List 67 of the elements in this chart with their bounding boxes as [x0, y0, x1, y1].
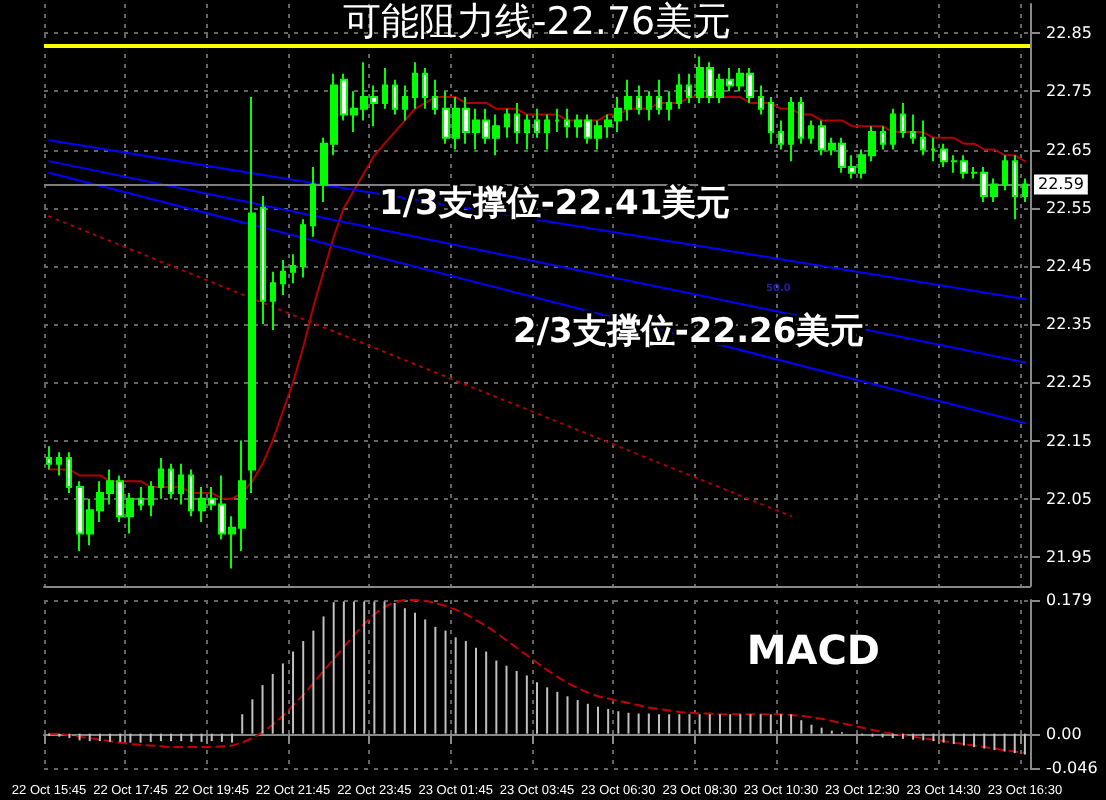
- y-tick-label: 22.85: [1046, 24, 1092, 43]
- line-series: [48, 599, 1026, 755]
- candlestick: [300, 218, 306, 279]
- ref-line-label: 可能阻力线-22.76美元: [342, 0, 732, 44]
- candlestick: [514, 101, 520, 145]
- candlestick: [46, 445, 52, 471]
- candlestick: [646, 90, 652, 122]
- ref-line-label: 22.59: [1038, 175, 1084, 194]
- y-tick-label: 22.55: [1046, 198, 1092, 217]
- candlestick: [382, 67, 388, 110]
- candlestick: [392, 78, 398, 116]
- candlestick: [758, 84, 764, 116]
- candlestick: [280, 259, 286, 296]
- candlestick: [910, 113, 916, 145]
- candlestick: [66, 451, 72, 494]
- candlestick: [504, 107, 510, 139]
- candlestick: [788, 96, 794, 163]
- y-tick-label: 22.45: [1046, 256, 1092, 275]
- candlestick: [900, 101, 906, 139]
- candlestick: [686, 72, 692, 104]
- candlestick: [920, 119, 926, 157]
- candlestick: [676, 72, 682, 110]
- candlestick: [412, 61, 418, 110]
- y-tick-label: 0.00: [1046, 724, 1082, 743]
- candlestick: [1012, 154, 1018, 221]
- candlestick: [534, 107, 540, 139]
- y-tick-label: 0.179: [1046, 591, 1092, 609]
- candlestick: [666, 90, 672, 122]
- y-tick-label: 22.35: [1046, 315, 1092, 334]
- candlestick: [930, 136, 936, 163]
- candlestick: [656, 78, 662, 116]
- candlestick: [636, 84, 642, 116]
- candlestick: [544, 113, 550, 151]
- candlestick: [168, 462, 174, 500]
- candlestick: [880, 125, 886, 151]
- candlestick: [188, 468, 194, 518]
- y-tick-label: 22.25: [1046, 373, 1092, 392]
- candlestick: [310, 165, 316, 238]
- y-tick-label: 21.95: [1046, 547, 1092, 566]
- candlestick: [524, 113, 530, 151]
- candlestick: [402, 84, 408, 122]
- y-tick-label: 22.05: [1046, 489, 1092, 508]
- candlestick: [178, 462, 184, 506]
- candlestick: [260, 195, 266, 326]
- candlestick: [422, 67, 428, 110]
- candlestick: [290, 253, 296, 285]
- candlestick: [554, 107, 560, 134]
- candlestick: [432, 78, 438, 116]
- candlestick: [158, 456, 164, 500]
- candlestick: [768, 96, 774, 145]
- candlestick: [248, 96, 256, 494]
- candlestick: [890, 107, 896, 151]
- candlestick: [148, 480, 154, 518]
- candlestick: [1002, 154, 1008, 192]
- candlestick: [138, 486, 144, 512]
- candlestick: [808, 119, 814, 145]
- candlestick: [798, 96, 804, 145]
- y-tick-label: -0.046: [1046, 759, 1098, 777]
- candlestick: [1022, 177, 1028, 203]
- candlestick: [56, 451, 62, 477]
- candlestick: [778, 119, 784, 151]
- text: MACD: [746, 626, 881, 674]
- y-tick-label: 22.65: [1046, 140, 1092, 159]
- y-tick-label: 22.75: [1046, 82, 1092, 101]
- y-tick-label: 22.15: [1046, 431, 1092, 450]
- candlestick: [564, 107, 570, 139]
- candlestick: [270, 270, 276, 331]
